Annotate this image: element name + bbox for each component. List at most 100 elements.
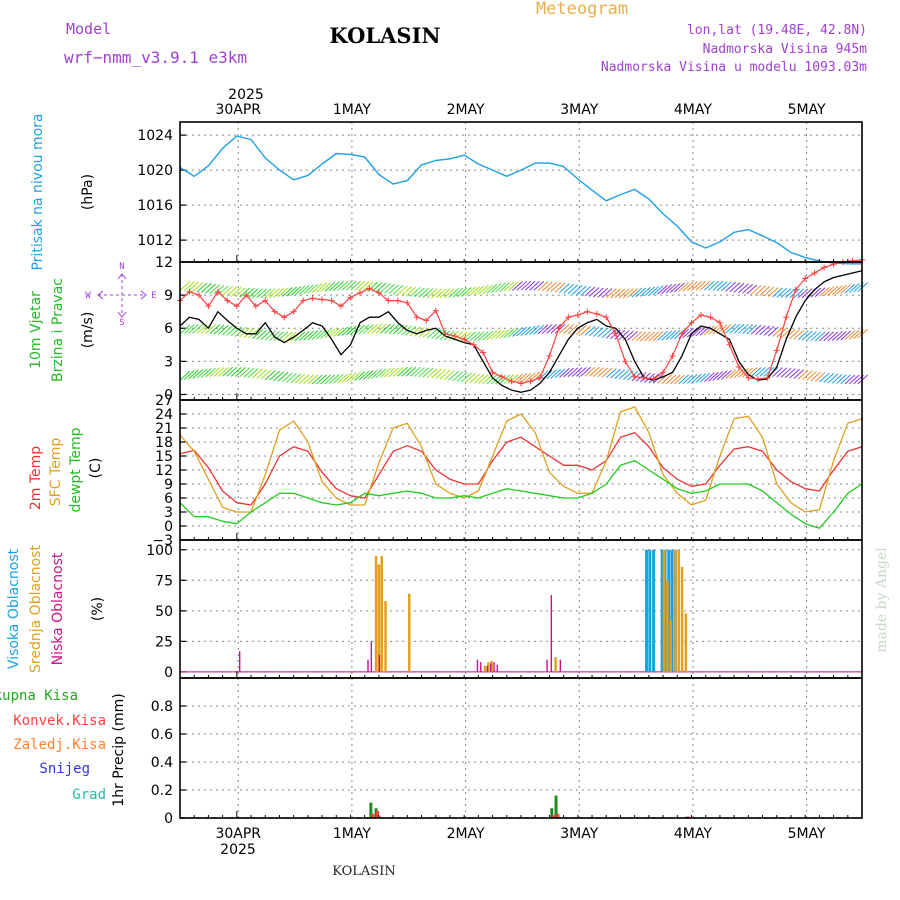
wind-barb <box>563 324 574 334</box>
y-tick-label: 1020 <box>137 163 173 179</box>
top-date-label: 3MAY <box>560 102 598 118</box>
wind-barb <box>797 288 809 299</box>
gust-marker <box>707 314 714 321</box>
wind-barb <box>495 282 506 293</box>
wind-barb <box>640 331 651 342</box>
wind-barb <box>303 284 314 295</box>
wind-barb <box>311 329 323 340</box>
wind-barb <box>469 331 481 342</box>
wind-barb <box>337 326 349 337</box>
gust-marker <box>186 288 193 295</box>
wind-barb <box>776 287 788 298</box>
wind-barb <box>320 328 331 339</box>
wind-barb <box>848 329 860 340</box>
wind-barb <box>375 282 387 293</box>
wind-barb <box>695 280 707 291</box>
wind-barb <box>307 374 319 385</box>
wind-barb <box>512 327 523 337</box>
wind-barb <box>341 280 353 291</box>
y-tick-label: 0 <box>164 811 173 827</box>
cloud-mid-bar <box>384 601 387 672</box>
wind-barb <box>465 373 476 383</box>
wind-barb <box>371 369 383 379</box>
wind-barb <box>397 285 408 296</box>
gust-marker <box>309 295 316 302</box>
wind-barb <box>537 324 549 335</box>
cloud-mid-bar <box>554 657 557 672</box>
bottom-date-label: 30APR <box>215 826 261 842</box>
gust-marker <box>205 303 212 310</box>
convective-rain-bars <box>371 811 691 818</box>
y-tick-label: −3 <box>152 533 173 549</box>
wind-barb <box>281 372 293 383</box>
wind-barb <box>200 283 212 293</box>
wind-barb <box>559 323 570 334</box>
wind-barb <box>742 324 753 334</box>
panel-0-grid: 1012 1016 1020 1024 <box>137 122 862 262</box>
top-date-label: 1MAY <box>333 102 371 118</box>
wind-barb <box>392 367 404 377</box>
wind-barb <box>793 288 805 299</box>
wind-barb <box>286 286 297 297</box>
gust-marker <box>650 376 657 383</box>
y-tick-label: 25 <box>155 634 173 650</box>
wind-barb <box>490 329 502 340</box>
model-label: Model <box>66 20 111 38</box>
wind-barb <box>742 367 753 378</box>
wind-barb <box>499 374 511 385</box>
y-tick-label: 12 <box>155 463 173 479</box>
gust-marker <box>821 264 828 271</box>
y-tick-label: 1012 <box>137 233 173 249</box>
wind-barb <box>691 327 702 337</box>
wind-barb <box>801 370 813 381</box>
wind-barb <box>665 283 677 294</box>
wind-barb <box>763 286 775 297</box>
cloud-mid-label: Srednja Oblacnost <box>28 545 44 673</box>
wind-barb <box>699 280 711 291</box>
gust-marker <box>233 303 240 310</box>
cloud-low-bar <box>496 664 499 672</box>
wind-barb <box>605 368 617 378</box>
wind-barb <box>341 372 353 383</box>
wind-barb <box>273 331 285 341</box>
wind-barb <box>559 283 570 294</box>
dewpt-line <box>179 460 863 529</box>
gust-marker <box>584 308 591 315</box>
cloud-mid-bar <box>380 555 384 672</box>
wind-barb <box>252 288 263 299</box>
wind-barb <box>844 374 856 385</box>
gust-marker <box>224 297 231 304</box>
y-tick-label: 1024 <box>137 128 173 144</box>
cloud-high-bar <box>648 549 652 672</box>
gust-marker <box>783 314 790 321</box>
gust-marker <box>593 310 600 317</box>
gust-marker <box>508 378 515 385</box>
wind-barb <box>418 327 430 338</box>
wind-barb <box>384 324 395 334</box>
wind-barb <box>277 371 289 382</box>
wind-barb <box>397 324 408 335</box>
wind-barb <box>605 288 617 299</box>
precip-legend: Ukupna Kisa Konvek.Kisa Zaledj.Kisa Snij… <box>0 688 127 807</box>
wind-barb <box>341 326 353 336</box>
wind-barb <box>311 374 323 385</box>
wind-barb <box>281 331 293 342</box>
top-date-label: 5MAY <box>788 102 826 118</box>
gust-marker <box>612 330 619 337</box>
wind-barb <box>405 325 417 336</box>
gust-marker <box>574 311 581 318</box>
wind-barb <box>806 370 817 381</box>
wind-gust-line <box>179 259 863 384</box>
wind-barb <box>418 367 430 378</box>
wind-panel-labels: 10m Vjetar Brzina i Pravac (m/s) N S W E <box>28 262 157 382</box>
wind-barb <box>588 367 600 377</box>
wind-barb <box>222 285 233 296</box>
wind-barb <box>183 281 195 292</box>
wind-barb <box>192 323 204 334</box>
wind-barb <box>733 282 745 293</box>
gust-marker <box>328 297 335 304</box>
wind-barb <box>746 324 758 335</box>
gust-marker <box>764 374 771 381</box>
gust-marker <box>300 297 307 304</box>
wind-barb <box>324 374 336 385</box>
